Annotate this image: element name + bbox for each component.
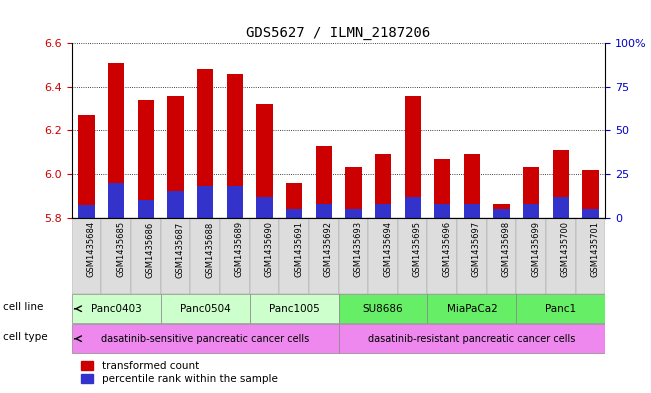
FancyBboxPatch shape <box>575 217 605 294</box>
Text: GSM1435690: GSM1435690 <box>264 221 273 277</box>
Bar <box>227 74 243 217</box>
Text: GSM1435693: GSM1435693 <box>353 221 363 277</box>
FancyBboxPatch shape <box>428 217 457 294</box>
FancyBboxPatch shape <box>516 217 546 294</box>
Bar <box>375 204 391 217</box>
Bar <box>553 196 569 217</box>
Bar <box>434 159 450 217</box>
Text: GSM1435697: GSM1435697 <box>472 221 481 277</box>
FancyBboxPatch shape <box>339 217 368 294</box>
Bar <box>316 204 332 217</box>
Text: GSM1435695: GSM1435695 <box>413 221 422 277</box>
Text: Panc1: Panc1 <box>546 304 577 314</box>
Bar <box>345 209 361 217</box>
Bar <box>345 167 361 217</box>
FancyBboxPatch shape <box>428 294 516 323</box>
FancyBboxPatch shape <box>161 294 249 323</box>
FancyBboxPatch shape <box>309 217 339 294</box>
Bar <box>286 209 302 217</box>
Bar <box>434 204 450 217</box>
Bar <box>404 196 421 217</box>
FancyBboxPatch shape <box>487 217 516 294</box>
Text: GSM1435701: GSM1435701 <box>590 221 600 277</box>
Text: GSM1435694: GSM1435694 <box>383 221 392 277</box>
Text: cell line: cell line <box>3 302 44 312</box>
FancyBboxPatch shape <box>72 294 161 323</box>
Text: GSM1435699: GSM1435699 <box>531 221 540 277</box>
Bar <box>78 205 94 217</box>
Bar <box>108 63 124 217</box>
Text: GSM1435687: GSM1435687 <box>175 221 184 277</box>
FancyBboxPatch shape <box>279 217 309 294</box>
Text: GDS5627 / ILMN_2187206: GDS5627 / ILMN_2187206 <box>246 26 431 40</box>
Bar <box>197 70 214 217</box>
Text: dasatinib-resistant pancreatic cancer cells: dasatinib-resistant pancreatic cancer ce… <box>368 334 575 344</box>
FancyBboxPatch shape <box>220 217 249 294</box>
Text: GSM1435700: GSM1435700 <box>561 221 570 277</box>
Text: Panc1005: Panc1005 <box>269 304 320 314</box>
Bar <box>108 183 124 217</box>
Text: dasatinib-sensitive pancreatic cancer cells: dasatinib-sensitive pancreatic cancer ce… <box>101 334 309 344</box>
Bar <box>227 186 243 217</box>
FancyBboxPatch shape <box>131 217 161 294</box>
FancyBboxPatch shape <box>249 294 339 323</box>
FancyBboxPatch shape <box>339 294 428 323</box>
Legend: transformed count, percentile rank within the sample: transformed count, percentile rank withi… <box>77 357 282 389</box>
Bar <box>137 200 154 217</box>
Bar <box>583 209 599 217</box>
Text: SU8686: SU8686 <box>363 304 404 314</box>
FancyBboxPatch shape <box>249 217 279 294</box>
Bar <box>493 204 510 217</box>
Text: GSM1435691: GSM1435691 <box>294 221 303 277</box>
Text: GSM1435685: GSM1435685 <box>116 221 125 277</box>
FancyBboxPatch shape <box>368 217 398 294</box>
FancyBboxPatch shape <box>339 324 605 353</box>
Bar <box>286 183 302 217</box>
Text: GSM1435684: GSM1435684 <box>87 221 96 277</box>
Bar <box>404 95 421 217</box>
Text: GSM1435698: GSM1435698 <box>502 221 510 277</box>
Bar <box>167 191 184 217</box>
Bar <box>493 209 510 217</box>
FancyBboxPatch shape <box>161 217 190 294</box>
Text: GSM1435692: GSM1435692 <box>324 221 333 277</box>
FancyBboxPatch shape <box>398 217 428 294</box>
Bar <box>523 167 540 217</box>
Text: GSM1435696: GSM1435696 <box>442 221 451 277</box>
Bar <box>78 115 94 217</box>
FancyBboxPatch shape <box>102 217 131 294</box>
FancyBboxPatch shape <box>457 217 487 294</box>
Bar <box>137 100 154 217</box>
Text: Panc0504: Panc0504 <box>180 304 230 314</box>
Bar <box>197 186 214 217</box>
Text: cell type: cell type <box>3 332 48 342</box>
Bar <box>583 170 599 217</box>
FancyBboxPatch shape <box>72 217 102 294</box>
Text: Panc0403: Panc0403 <box>90 304 141 314</box>
Bar <box>375 154 391 217</box>
Bar <box>464 204 480 217</box>
FancyBboxPatch shape <box>546 217 575 294</box>
Bar <box>523 204 540 217</box>
Bar <box>553 150 569 217</box>
FancyBboxPatch shape <box>190 217 220 294</box>
Text: GSM1435688: GSM1435688 <box>205 221 214 277</box>
Bar <box>167 95 184 217</box>
Bar <box>256 196 273 217</box>
Text: GSM1435689: GSM1435689 <box>235 221 243 277</box>
Text: MiaPaCa2: MiaPaCa2 <box>447 304 497 314</box>
Bar <box>464 154 480 217</box>
Bar <box>316 146 332 217</box>
FancyBboxPatch shape <box>516 294 605 323</box>
FancyBboxPatch shape <box>72 324 339 353</box>
Bar <box>256 104 273 217</box>
Text: GSM1435686: GSM1435686 <box>146 221 155 277</box>
